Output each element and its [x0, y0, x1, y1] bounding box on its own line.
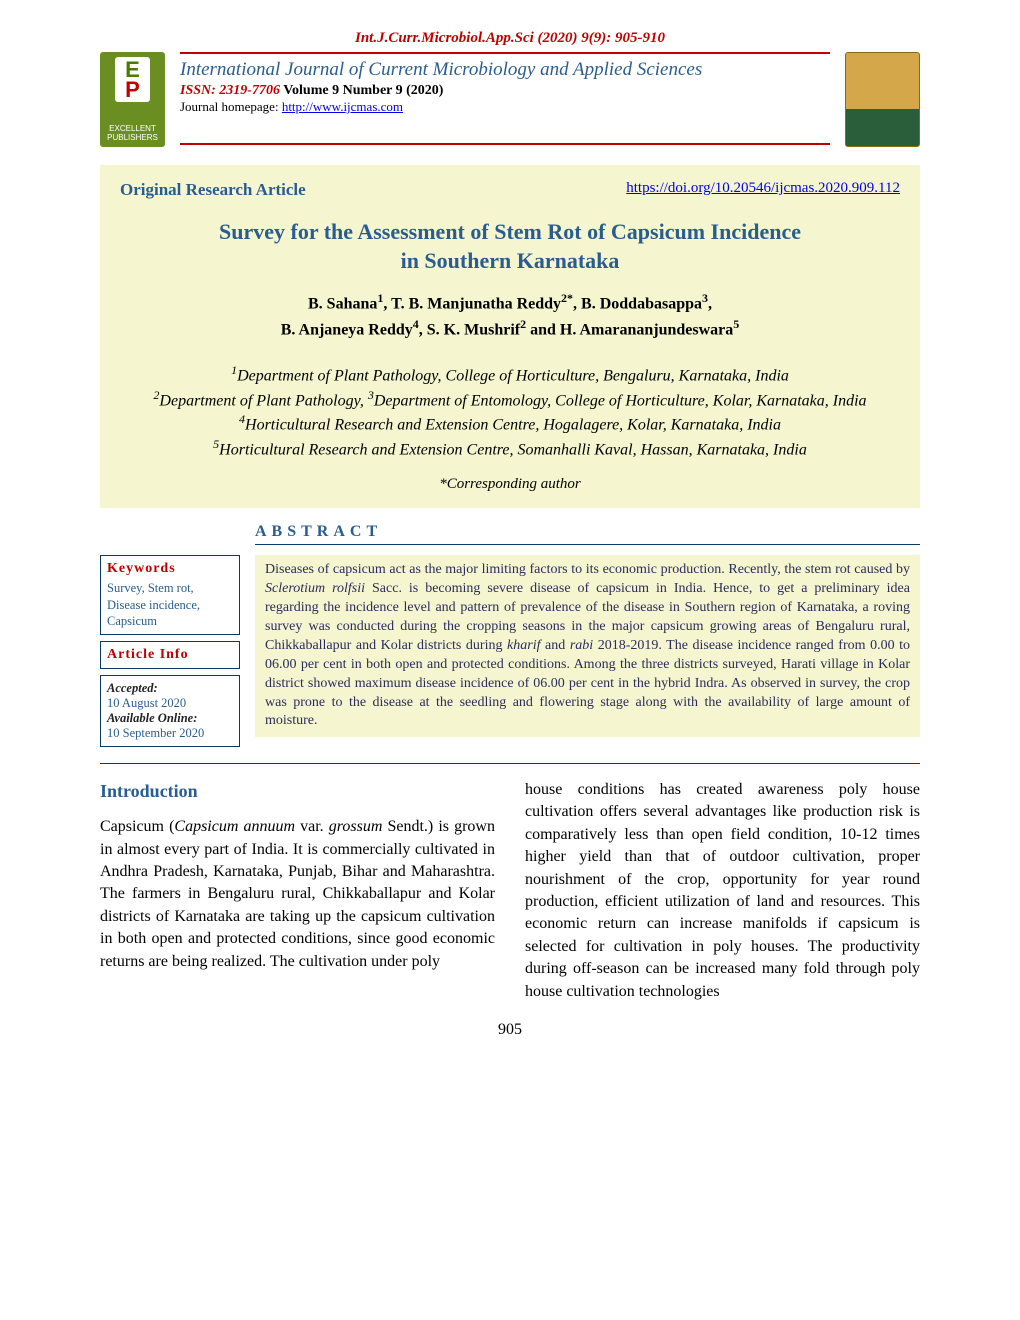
accepted-label: Accepted:: [107, 681, 233, 696]
abstract-sidebar: Keywords Survey, Stem rot, Disease incid…: [100, 555, 240, 753]
article-info-heading: Article Info: [107, 647, 189, 662]
column-right: house conditions has created awareness p…: [525, 779, 920, 1003]
keywords-text: Survey, Stem rot, Disease incidence, Cap…: [107, 580, 233, 629]
abstract-body: Keywords Survey, Stem rot, Disease incid…: [100, 555, 920, 753]
article-header: Original Research Article https://doi.or…: [100, 165, 920, 508]
journal-banner: International Journal of Current Microbi…: [180, 52, 830, 145]
homepage-link[interactable]: http://www.ijcmas.com: [282, 99, 403, 114]
publisher-logo-text: EXCELLENT PUBLISHERS: [107, 124, 158, 142]
abstract-heading: ABSTRACT: [255, 523, 920, 545]
main-columns: Introduction Capsicum (Capsicum annuum v…: [100, 779, 920, 1003]
keywords-heading: Keywords: [107, 561, 233, 577]
accepted-value: 10 August 2020: [107, 696, 233, 711]
available-label: Available Online:: [107, 711, 233, 726]
page-number: 905: [100, 1021, 920, 1039]
authors: B. Sahana1, T. B. Manjunatha Reddy2*, B.…: [120, 290, 900, 341]
corresponding-author: *Corresponding author: [120, 476, 900, 493]
column-right-text: house conditions has created awareness p…: [525, 779, 920, 1003]
affiliations: 1Department of Plant Pathology, College …: [120, 362, 900, 462]
introduction-heading: Introduction: [100, 779, 495, 804]
column-left: Introduction Capsicum (Capsicum annuum v…: [100, 779, 495, 1003]
ijcmas-logo-icon: [845, 52, 920, 147]
article-title: Survey for the Assessment of Stem Rot of…: [120, 218, 900, 275]
publisher-logo: E P EXCELLENT PUBLISHERS: [100, 52, 165, 147]
column-left-text: Capsicum (Capsicum annuum var. grossum S…: [100, 816, 495, 973]
top-citation: Int.J.Curr.Microbiol.App.Sci (2020) 9(9)…: [100, 30, 920, 47]
abstract-text: Diseases of capsicum act as the major li…: [255, 555, 920, 737]
article-type-row: Original Research Article https://doi.or…: [120, 180, 900, 200]
article-type: Original Research Article: [120, 180, 306, 200]
publisher-logo-icon: E P: [115, 57, 150, 102]
abstract-container: ABSTRACT Keywords Survey, Stem rot, Dise…: [100, 523, 920, 764]
keywords-box: Keywords Survey, Stem rot, Disease incid…: [100, 555, 240, 635]
homepage-line: Journal homepage: http://www.ijcmas.com: [180, 99, 830, 115]
available-value: 10 September 2020: [107, 726, 233, 741]
header-row: E P EXCELLENT PUBLISHERS International J…: [100, 52, 920, 145]
article-info-heading-box: Article Info: [100, 641, 240, 669]
issn-line: ISSN: 2319-7706 Volume 9 Number 9 (2020): [180, 83, 830, 99]
article-info-box: Accepted: 10 August 2020 Available Onlin…: [100, 675, 240, 747]
doi-link[interactable]: https://doi.org/10.20546/ijcmas.2020.909…: [626, 180, 900, 200]
journal-name: International Journal of Current Microbi…: [180, 59, 830, 81]
